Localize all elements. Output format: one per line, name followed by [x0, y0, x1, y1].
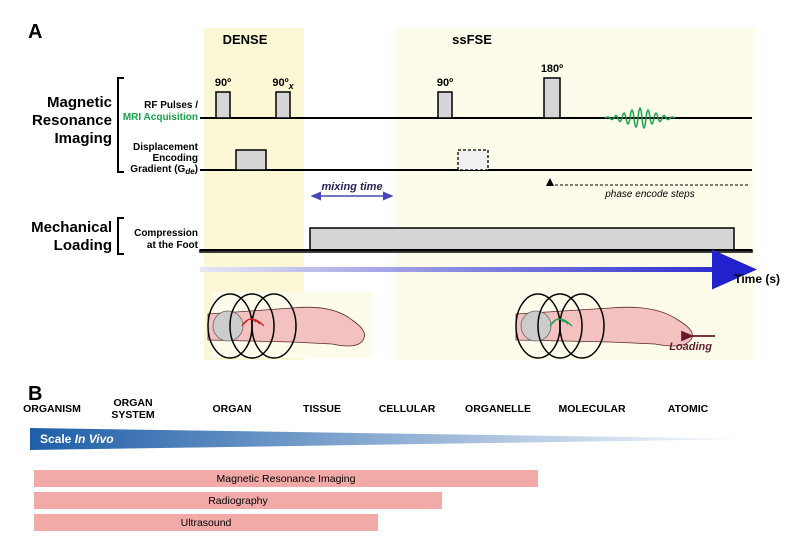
svg-text:SYSTEM: SYSTEM — [111, 409, 154, 421]
scale-triangle — [30, 428, 756, 450]
svg-text:TISSUE: TISSUE — [303, 403, 341, 415]
panel-a-label: A — [28, 21, 42, 43]
phase-encode-text: phase encode steps — [604, 189, 695, 200]
rf-pulse-1: 90º — [215, 77, 231, 118]
figure-svg: A DENSE ssFSE Magnetic Resonance Imaging… — [0, 0, 787, 560]
svg-text:90º: 90º — [437, 77, 453, 89]
grad-label-1: Displacement — [133, 142, 199, 153]
svg-text:Loading: Loading — [669, 341, 712, 353]
svg-text:Radiography: Radiography — [208, 495, 268, 507]
svg-text:Magnetic Resonance Imaging: Magnetic Resonance Imaging — [217, 473, 356, 485]
comp-label-1: Compression — [134, 228, 198, 239]
mri-title-3: Imaging — [54, 130, 112, 147]
loading-title-1: Mechanical — [31, 219, 112, 236]
bracket-loading — [118, 218, 124, 254]
mixing-text: mixing time — [321, 181, 382, 193]
bracket-mri — [118, 78, 124, 172]
mri-title-2: Resonance — [32, 112, 112, 129]
grad-pulse-2 — [458, 150, 488, 170]
grad-label-3: Gradient (Gde) — [130, 164, 198, 176]
grad-pulse-1 — [236, 150, 266, 170]
svg-text:ORGAN: ORGAN — [212, 403, 251, 415]
modality-bar-ultrasound: Ultrasound — [34, 514, 378, 531]
svg-text:ORGANELLE: ORGANELLE — [465, 403, 531, 415]
modality-bar-mri: Magnetic Resonance Imaging — [34, 470, 538, 487]
scale-label: Scale In Vivo — [40, 432, 114, 446]
svg-text:90º: 90º — [215, 77, 231, 89]
leg-diagram-right: Loading — [516, 292, 715, 358]
svg-text:ORGANISM: ORGANISM — [23, 403, 81, 415]
svg-text:ORGAN: ORGAN — [113, 397, 152, 409]
time-label: Time (s) — [734, 272, 780, 286]
scale-headers: ORGANISM ORGAN SYSTEM ORGAN TISSUE CELLU… — [23, 397, 709, 421]
rf-pulse-4: 180º — [541, 63, 563, 118]
rf-label-2: MRI Acquisition — [123, 112, 198, 123]
dense-header: DENSE — [223, 32, 268, 47]
grad-label-2: Encoding — [152, 153, 198, 164]
svg-text:ATOMIC: ATOMIC — [668, 403, 709, 415]
modality-bar-radiography: Radiography — [34, 492, 442, 509]
svg-text:180º: 180º — [541, 63, 563, 75]
rf-label-1: RF Pulses / — [144, 100, 198, 111]
comp-label-2: at the Foot — [147, 240, 199, 251]
leg-diagram-left — [208, 292, 372, 358]
loading-title-2: Loading — [54, 237, 112, 254]
panel-b-label: B — [28, 383, 42, 405]
mri-title-1: Magnetic — [47, 94, 112, 111]
svg-text:Ultrasound: Ultrasound — [181, 517, 232, 529]
rf-pulse-3: 90º — [437, 77, 453, 118]
ssfse-header: ssFSE — [452, 32, 492, 47]
svg-text:CELLULAR: CELLULAR — [379, 403, 436, 415]
svg-text:MOLECULAR: MOLECULAR — [558, 403, 625, 415]
